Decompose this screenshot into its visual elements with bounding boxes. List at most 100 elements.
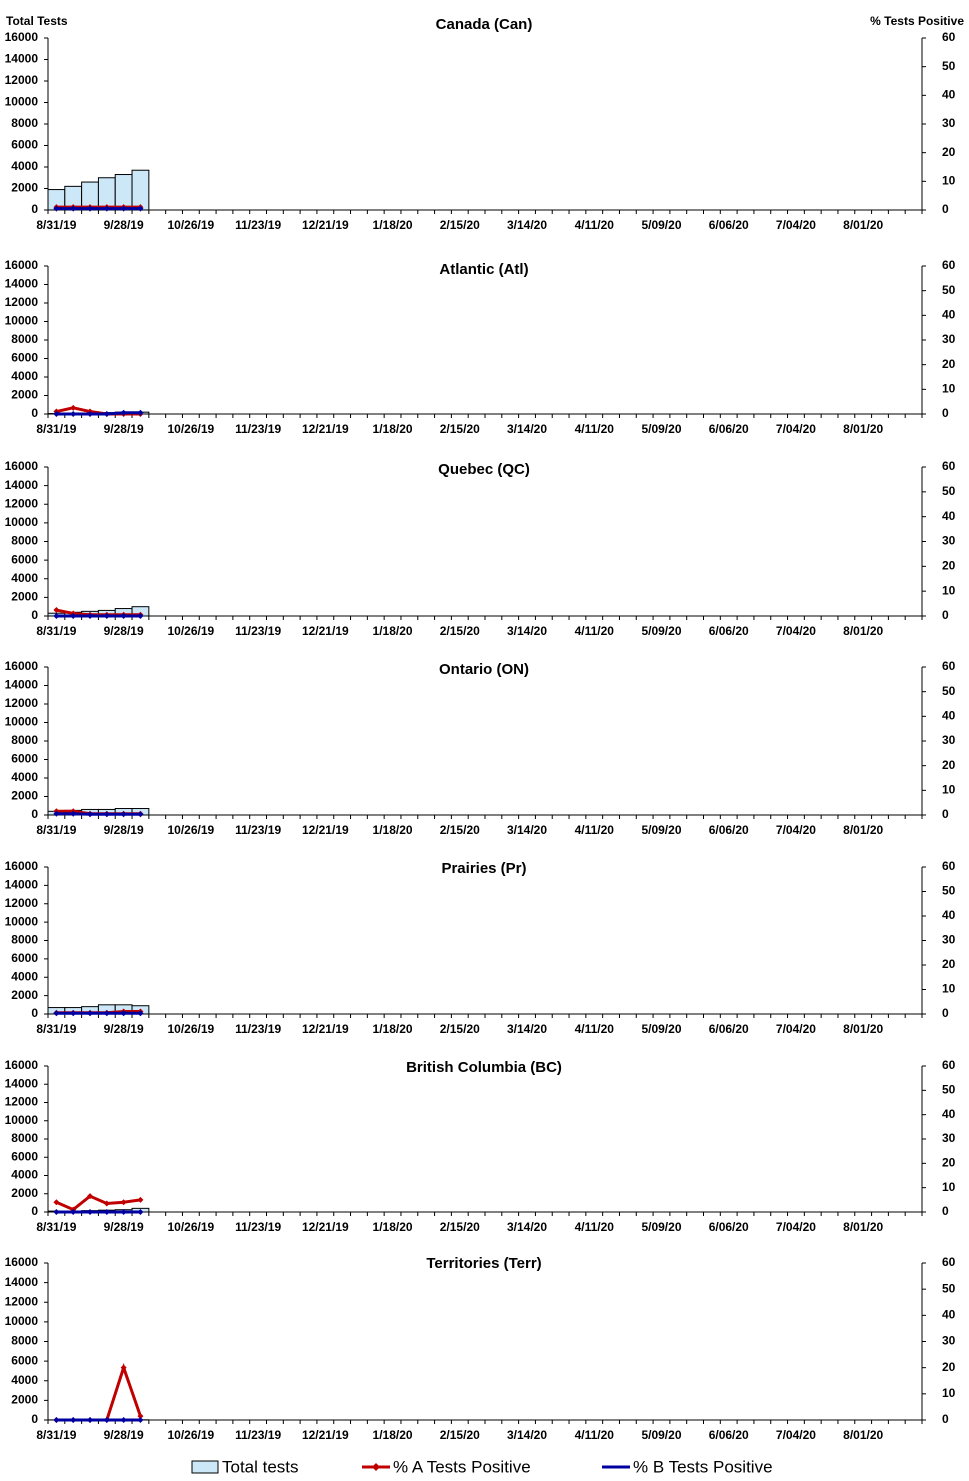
y2-tick-label: 50 xyxy=(942,1281,956,1295)
x-tick-label: 10/26/19 xyxy=(168,1022,215,1036)
point-marker xyxy=(137,1413,144,1420)
point-marker xyxy=(53,607,60,614)
x-tick-label: 8/01/20 xyxy=(843,1220,883,1234)
x-tick-label: 10/26/19 xyxy=(168,1428,215,1442)
y-tick-label: 12000 xyxy=(5,1294,39,1308)
x-tick-label: 3/14/20 xyxy=(507,1022,547,1036)
y2-tick-label: 50 xyxy=(942,59,956,73)
y-tick-label: 14000 xyxy=(5,52,39,66)
point-marker xyxy=(87,1010,94,1017)
point-marker xyxy=(120,613,127,619)
y2-tick-label: 50 xyxy=(942,684,956,698)
x-tick-label: 7/04/20 xyxy=(776,1022,816,1036)
y-tick-label: 12000 xyxy=(5,295,39,309)
x-tick-label: 4/11/20 xyxy=(575,1428,615,1442)
x-tick-label: 5/09/20 xyxy=(641,422,681,436)
point-marker xyxy=(87,1193,94,1200)
y2-tick-label: 0 xyxy=(942,1204,949,1218)
series-line xyxy=(56,411,141,416)
y2-tick-label: 40 xyxy=(942,509,956,523)
x-tick-label: 3/14/20 xyxy=(507,218,547,232)
point-marker xyxy=(70,205,77,212)
x-tick-label: 11/23/19 xyxy=(235,218,281,232)
point-marker xyxy=(87,1209,94,1215)
x-tick-label: 7/04/20 xyxy=(776,1220,816,1234)
y-tick-label: 8000 xyxy=(11,1131,38,1145)
x-tick-label: 3/14/20 xyxy=(507,1428,547,1442)
y2-tick-label: 50 xyxy=(942,283,956,297)
point-marker xyxy=(137,811,144,818)
x-tick-label: 6/06/20 xyxy=(709,422,749,436)
point-marker xyxy=(103,1209,110,1215)
y-tick-label: 16000 xyxy=(5,30,39,44)
y-tick-label: 8000 xyxy=(11,733,38,747)
x-tick-label: 12/21/19 xyxy=(302,218,349,232)
x-tick-label: 8/01/20 xyxy=(843,218,883,232)
legend-swatch-marker xyxy=(372,1463,380,1471)
x-tick-label: 2/15/20 xyxy=(440,1428,480,1442)
x-tick-label: 1/18/20 xyxy=(373,422,413,436)
point-marker xyxy=(120,409,127,416)
x-tick-label: 12/21/19 xyxy=(302,1220,349,1234)
y-tick-label: 2000 xyxy=(11,1393,38,1407)
y2-tick-label: 20 xyxy=(942,357,956,371)
y-tick-label: 0 xyxy=(31,1204,38,1218)
x-tick-label: 4/11/20 xyxy=(575,422,615,436)
x-tick-label: 1/18/20 xyxy=(373,1022,413,1036)
x-tick-label: 2/15/20 xyxy=(440,422,480,436)
x-tick-label: 3/14/20 xyxy=(507,624,547,638)
y-tick-label: 6000 xyxy=(11,752,38,766)
x-tick-label: 8/31/19 xyxy=(36,1428,76,1442)
y2-tick-label: 60 xyxy=(942,1058,956,1072)
y-tick-label: 4000 xyxy=(11,969,38,983)
y-tick-label: 2000 xyxy=(11,590,38,604)
x-tick-label: 7/04/20 xyxy=(776,823,816,837)
y2-tick-label: 0 xyxy=(942,406,949,420)
point-marker xyxy=(53,613,60,619)
y-tick-label: 14000 xyxy=(5,1275,39,1289)
y-tick-label: 14000 xyxy=(5,878,39,892)
y2-tick-label: 0 xyxy=(942,608,949,622)
y2-tick-label: 40 xyxy=(942,1107,956,1121)
y-tick-label: 6000 xyxy=(11,1149,38,1163)
y-tick-label: 8000 xyxy=(11,116,38,130)
x-tick-label: 10/26/19 xyxy=(168,218,215,232)
y-tick-label: 8000 xyxy=(11,332,38,346)
y2-tick-label: 0 xyxy=(942,807,949,821)
y2-tick-label: 50 xyxy=(942,484,956,498)
x-tick-label: 12/21/19 xyxy=(302,1022,349,1036)
point-marker xyxy=(53,411,60,417)
x-tick-label: 10/26/19 xyxy=(168,624,215,638)
y-tick-label: 12000 xyxy=(5,73,39,87)
y-tick-label: 10000 xyxy=(5,95,39,109)
point-marker xyxy=(53,205,60,212)
y2-tick-label: 60 xyxy=(942,859,956,873)
point-marker xyxy=(103,1200,110,1207)
y2-tick-label: 0 xyxy=(942,1006,949,1020)
x-tick-label: 9/28/19 xyxy=(104,422,144,436)
y-tick-label: 12000 xyxy=(5,696,39,710)
y-tick-label: 6000 xyxy=(11,552,38,566)
x-tick-label: 6/06/20 xyxy=(709,1022,749,1036)
point-marker xyxy=(70,411,77,417)
x-tick-label: 5/09/20 xyxy=(641,823,681,837)
point-marker xyxy=(120,1364,127,1371)
x-tick-label: 8/31/19 xyxy=(36,422,76,436)
y-tick-label: 16000 xyxy=(5,459,39,473)
x-tick-label: 9/28/19 xyxy=(104,624,144,638)
y2-tick-label: 10 xyxy=(942,1180,956,1194)
x-tick-label: 10/26/19 xyxy=(168,1220,215,1234)
y-axis-title: Total Tests xyxy=(6,14,68,28)
x-tick-label: 2/15/20 xyxy=(440,1220,480,1234)
x-tick-label: 6/06/20 xyxy=(709,1220,749,1234)
point-marker xyxy=(120,811,127,818)
x-tick-label: 4/11/20 xyxy=(575,624,615,638)
y2-tick-label: 20 xyxy=(942,758,956,772)
y-tick-label: 6000 xyxy=(11,1353,38,1367)
x-tick-label: 4/11/20 xyxy=(575,1022,615,1036)
y2-tick-label: 50 xyxy=(942,1083,956,1097)
y2-tick-label: 0 xyxy=(942,1412,949,1426)
chart-title: Ontario (ON) xyxy=(439,661,529,678)
y2-tick-label: 30 xyxy=(942,332,956,346)
y-tick-label: 0 xyxy=(31,608,38,622)
